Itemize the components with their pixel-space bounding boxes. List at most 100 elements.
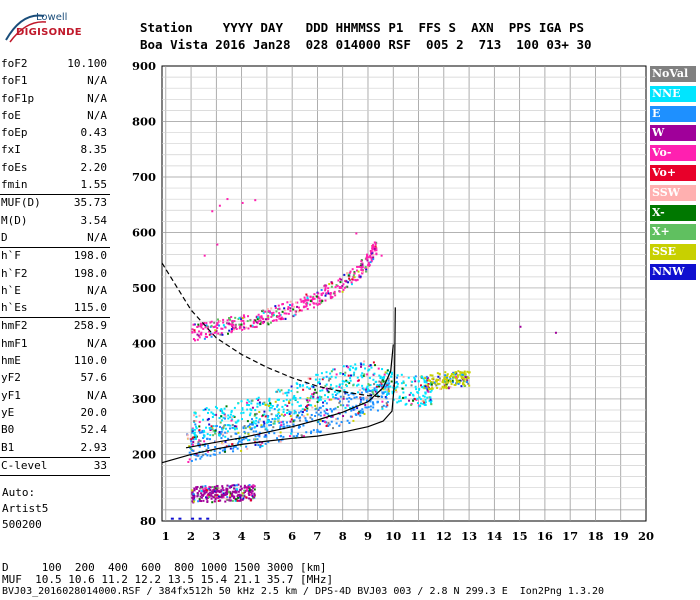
echo-point <box>233 428 236 431</box>
echo-point <box>190 438 193 441</box>
echo-point <box>322 405 325 408</box>
echo-point <box>306 401 309 404</box>
echo-point <box>368 384 371 387</box>
echo-point <box>426 388 429 391</box>
echo-point <box>282 425 285 428</box>
echo-point <box>213 321 216 324</box>
echo-point <box>241 494 244 497</box>
echo-point <box>369 408 372 411</box>
echo-point <box>257 316 260 319</box>
echo-point <box>282 408 285 411</box>
echo-point <box>242 411 245 414</box>
x-tick-label: 1 <box>162 529 170 543</box>
echo-point <box>198 414 201 417</box>
echo-point <box>221 327 224 330</box>
echo-point <box>424 385 427 388</box>
echo-point <box>354 363 357 366</box>
echo-point <box>310 395 313 398</box>
echo-point <box>229 424 232 427</box>
echo-point <box>356 265 359 268</box>
echo-point <box>438 382 441 385</box>
param-row: B1 2.93 <box>0 440 110 457</box>
echo-point <box>209 489 212 492</box>
echo-point <box>266 421 269 424</box>
echo-point <box>231 418 234 421</box>
echo-point <box>331 296 334 299</box>
echo-point <box>275 310 278 313</box>
x-tick-label: 2 <box>187 529 195 543</box>
echo-point <box>239 494 242 497</box>
echo-point <box>335 418 338 421</box>
echo-point <box>330 410 333 413</box>
echo-point <box>302 301 305 304</box>
echo-point <box>297 310 300 313</box>
echo-point <box>338 391 341 394</box>
echo-point <box>206 437 209 440</box>
x-tick-label: 16 <box>537 529 553 543</box>
echo-point <box>391 390 394 393</box>
echo-point <box>341 284 344 287</box>
echo-point <box>286 394 289 397</box>
echo-point <box>413 376 416 379</box>
echo-point <box>241 407 244 410</box>
echo-point <box>191 428 194 431</box>
echo-point <box>393 387 396 390</box>
echo-point <box>329 386 332 389</box>
echo-point <box>347 274 350 277</box>
echo-point <box>304 417 307 420</box>
echo-point <box>362 388 365 391</box>
echo-point <box>201 429 204 432</box>
echo-point <box>336 417 339 420</box>
echo-point <box>255 412 258 415</box>
echo-point <box>212 496 215 499</box>
echo-point <box>255 430 258 433</box>
echo-point <box>256 405 259 408</box>
param-row: yE 20.0 <box>0 405 110 422</box>
echo-point <box>372 253 375 256</box>
echo-point <box>357 412 360 415</box>
x-tick-label: 7 <box>313 529 321 543</box>
echo-point <box>323 394 326 397</box>
param-row: hmF2 258.9 <box>0 317 110 335</box>
echo-point <box>254 443 257 446</box>
echo-point <box>353 408 356 411</box>
echo-point <box>258 418 261 421</box>
param-key: hmE <box>1 354 21 368</box>
echo-point <box>423 395 426 398</box>
echo-point <box>449 386 452 389</box>
echo-point <box>338 385 341 388</box>
echo-point <box>288 410 291 413</box>
echo-point <box>204 453 207 456</box>
echo-point <box>293 314 296 317</box>
echo-point <box>220 437 223 440</box>
echo-point <box>402 391 405 394</box>
echo-point <box>288 401 291 404</box>
echo-point <box>424 377 427 380</box>
echo-point <box>301 413 304 416</box>
echo-point <box>352 275 355 278</box>
echo-point <box>321 389 324 392</box>
echo-point <box>279 314 282 317</box>
echo-point <box>303 296 306 299</box>
echo-point <box>375 252 378 255</box>
param-row: h`F 198.0 <box>0 247 110 265</box>
echo-point <box>277 388 280 391</box>
echo-point <box>348 279 351 282</box>
echo-point <box>221 409 224 412</box>
echo-point <box>195 486 198 489</box>
echo-point <box>196 485 199 488</box>
x-tick-label: 15 <box>512 529 528 543</box>
echo-point <box>247 492 250 495</box>
echo-point <box>212 453 215 456</box>
echo-point <box>272 314 275 317</box>
echo-point <box>196 338 199 341</box>
echo-point <box>255 419 258 422</box>
echo-point <box>361 263 364 266</box>
echo-point <box>347 404 350 407</box>
echo-point <box>343 380 346 383</box>
legend-item-sse: SSE <box>650 244 696 261</box>
echo-point <box>222 494 225 497</box>
echo-point <box>347 366 350 369</box>
echo-point <box>327 390 330 393</box>
echo-point <box>234 499 237 502</box>
